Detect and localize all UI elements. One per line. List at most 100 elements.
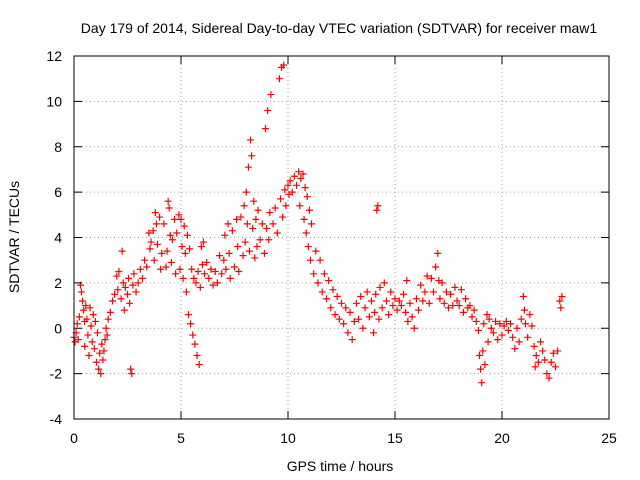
data-point-marker — [348, 336, 356, 344]
data-point-marker — [119, 279, 127, 287]
data-point-marker — [99, 356, 107, 364]
data-point-marker — [237, 213, 245, 221]
data-point-marker — [225, 249, 233, 257]
data-point-marker — [423, 272, 431, 280]
data-point-marker — [532, 351, 540, 359]
data-point-marker — [120, 306, 128, 314]
data-point-marker — [252, 215, 260, 223]
x-tick-label: 10 — [280, 430, 296, 446]
axis-ticks — [73, 55, 610, 420]
data-point-marker — [121, 283, 129, 291]
data-point-marker — [477, 365, 485, 373]
chart-title: Day 179 of 2014, Sidereal Day-to-day VTE… — [81, 20, 598, 36]
data-point-marker — [241, 238, 249, 246]
data-point-marker — [209, 281, 217, 289]
data-point-marker — [421, 288, 429, 296]
data-point-marker — [242, 188, 250, 196]
data-point-marker — [234, 243, 242, 251]
y-tick-label: 0 — [54, 320, 62, 336]
data-point-marker — [427, 274, 435, 282]
data-point-marker — [181, 249, 189, 257]
data-point-marker — [163, 247, 171, 255]
y-tick-label: 12 — [46, 48, 62, 64]
data-point-marker — [455, 302, 463, 310]
data-point-marker — [220, 256, 228, 264]
data-point-marker — [305, 206, 313, 214]
data-point-marker — [459, 308, 467, 316]
data-point-marker — [304, 243, 312, 251]
x-axis-label: GPS time / hours — [287, 458, 394, 474]
x-tick-label: 0 — [70, 430, 78, 446]
data-point-marker — [299, 170, 307, 178]
data-point-marker — [118, 247, 126, 255]
data-point-marker — [279, 213, 287, 221]
data-point-marker — [489, 329, 497, 337]
data-point-marker — [193, 351, 201, 359]
data-point-marker — [180, 222, 188, 230]
data-point-marker — [211, 268, 219, 276]
data-point-marker — [556, 297, 564, 305]
data-point-marker — [177, 215, 185, 223]
data-point-marker — [541, 356, 549, 364]
data-point-marker — [374, 202, 382, 210]
data-point-marker — [355, 315, 363, 323]
data-point-marker — [203, 258, 211, 266]
data-point-marker — [372, 290, 380, 298]
data-point-marker — [162, 263, 170, 271]
data-point-marker — [474, 327, 482, 335]
data-point-marker — [436, 295, 444, 303]
data-point-marker — [484, 338, 492, 346]
data-point-marker — [239, 252, 247, 260]
data-point-marker — [103, 331, 111, 339]
data-point-marker — [84, 331, 92, 339]
data-point-marker — [150, 256, 158, 264]
data-point-marker — [165, 204, 173, 212]
x-tick-label: 20 — [494, 430, 510, 446]
data-point-marker — [513, 324, 521, 332]
data-point-marker — [530, 342, 538, 350]
data-point-marker — [534, 358, 542, 366]
data-point-marker — [293, 181, 301, 189]
data-point-marker — [547, 358, 555, 366]
y-tick-label: -2 — [50, 366, 63, 382]
y-tick-label: 4 — [54, 230, 62, 246]
data-point-marker — [338, 299, 345, 307]
data-point-marker — [128, 370, 136, 378]
data-point-marker — [400, 290, 408, 298]
data-point-marker — [408, 313, 416, 321]
data-point-marker — [479, 347, 487, 355]
data-point-marker — [243, 220, 251, 228]
data-point-marker — [266, 209, 274, 217]
data-point-marker — [537, 338, 545, 346]
data-point-marker — [80, 306, 88, 314]
data-point-marker — [256, 236, 264, 244]
data-point-marker — [545, 374, 553, 382]
data-point-marker — [94, 329, 102, 337]
data-point-marker — [470, 306, 478, 314]
data-point-marker — [192, 279, 200, 287]
data-point-marker — [157, 265, 165, 273]
data-point-marker — [85, 351, 93, 359]
data-point-marker — [520, 306, 528, 314]
data-point-marker — [125, 274, 133, 282]
data-point-marker — [543, 370, 551, 378]
data-point-marker — [557, 304, 565, 312]
data-point-marker — [104, 315, 112, 323]
data-point-marker — [296, 202, 304, 210]
data-point-marker — [196, 283, 204, 291]
data-point-marker — [88, 338, 96, 346]
data-point-marker — [312, 247, 320, 255]
data-point-marker — [432, 263, 440, 271]
data-point-marker — [391, 295, 399, 303]
data-point-marker — [109, 297, 117, 305]
data-point-marker — [183, 231, 191, 239]
data-point-marker — [558, 292, 566, 300]
data-point-marker — [168, 236, 176, 244]
data-point-marker — [194, 268, 202, 276]
data-point-marker — [124, 290, 131, 298]
data-point-marker — [282, 202, 290, 210]
data-point-marker — [114, 286, 122, 294]
data-point-marker — [247, 136, 255, 144]
data-point-marker — [221, 231, 229, 239]
